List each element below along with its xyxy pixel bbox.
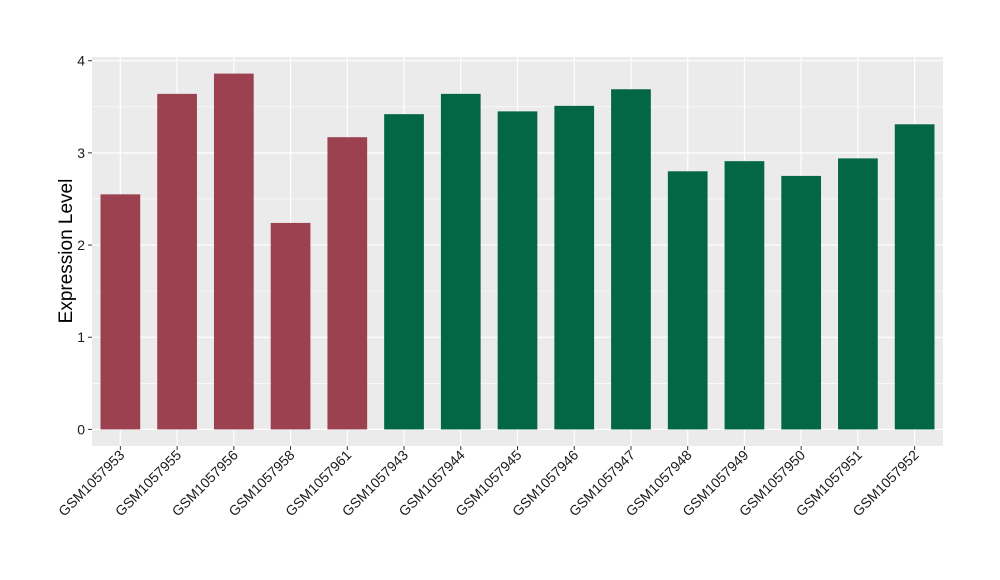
bar-GSM1057953	[100, 194, 141, 430]
bar-GSM1057947	[611, 89, 651, 430]
y-tick-label: 1	[77, 329, 85, 345]
bar-GSM1057945	[497, 111, 538, 430]
bar-layer	[100, 73, 935, 430]
bar-GSM1057948	[667, 171, 708, 430]
bar-GSM1057958	[270, 222, 311, 430]
y-tick-label: 3	[77, 145, 85, 161]
bar-GSM1057949	[724, 161, 765, 430]
bar-GSM1057944	[440, 93, 481, 430]
y-tick-label: 4	[77, 53, 85, 69]
bar-GSM1057956	[213, 73, 254, 430]
bar-GSM1057961	[327, 137, 368, 430]
y-tick-label: 2	[77, 237, 85, 253]
y-axis-title: Expression Level	[56, 179, 77, 324]
bar-GSM1057952	[894, 124, 935, 430]
bar-GSM1057943	[384, 114, 424, 430]
bar-GSM1057955	[157, 93, 197, 430]
bar-GSM1057951	[838, 158, 878, 430]
bar-GSM1057946	[554, 105, 595, 430]
y-tick-label: 0	[77, 421, 85, 437]
bar-GSM1057950	[781, 175, 822, 430]
